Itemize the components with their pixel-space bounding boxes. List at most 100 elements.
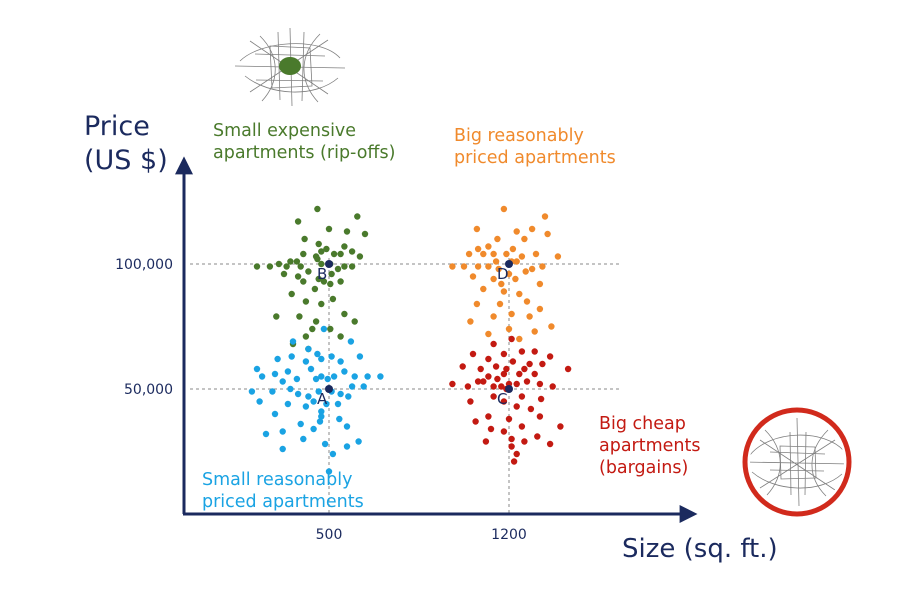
point-d xyxy=(500,205,508,213)
point-d xyxy=(509,245,517,253)
cluster-centers: B D A C xyxy=(317,260,513,408)
label-line: (bargains) xyxy=(599,458,689,478)
label-small-reasonably-priced: Small reasonably priced apartments xyxy=(202,469,364,513)
label-small-expensive: Small expensive apartments (rip-offs) xyxy=(213,120,395,164)
point-a xyxy=(330,373,338,380)
point-b xyxy=(334,265,342,273)
point-c xyxy=(518,393,526,400)
point-c xyxy=(516,370,523,378)
point-d xyxy=(523,298,531,305)
point-b xyxy=(337,278,344,285)
point-a xyxy=(337,390,344,398)
point-c xyxy=(534,433,541,440)
point-b xyxy=(283,263,290,270)
point-d xyxy=(465,250,473,258)
point-a xyxy=(284,368,292,375)
point-a xyxy=(341,368,348,375)
point-a xyxy=(307,365,315,373)
point-a xyxy=(360,383,367,390)
label-line: Big cheap xyxy=(599,414,686,434)
point-b xyxy=(330,250,338,258)
point-c xyxy=(521,365,528,373)
point-a xyxy=(364,373,371,380)
point-b xyxy=(309,325,316,333)
label-line: apartments (rip-offs) xyxy=(213,143,396,163)
point-a xyxy=(253,365,261,373)
point-d xyxy=(449,263,456,270)
y-axis-label-line-1: Price xyxy=(84,111,150,142)
point-c xyxy=(464,383,472,390)
point-a xyxy=(256,398,263,405)
point-b xyxy=(266,263,274,270)
center-b xyxy=(325,260,333,268)
point-a xyxy=(310,425,317,433)
point-b xyxy=(293,258,301,265)
point-a xyxy=(310,398,317,405)
x-tick-labels: 500 1200 xyxy=(316,527,527,543)
city-map-icon xyxy=(234,27,346,107)
point-a xyxy=(351,373,358,380)
point-a xyxy=(318,355,325,363)
point-d xyxy=(541,213,549,220)
point-b xyxy=(287,258,294,265)
point-d xyxy=(516,290,523,298)
label-big-cheap: Big cheap apartments (bargains) xyxy=(599,413,701,479)
point-b xyxy=(305,268,312,275)
point-d xyxy=(490,250,497,258)
label-big-reasonably-priced: Big reasonably priced apartments xyxy=(454,125,616,169)
point-c xyxy=(513,380,520,388)
point-a xyxy=(288,353,295,360)
point-c xyxy=(467,398,474,405)
point-a xyxy=(269,388,276,395)
point-c xyxy=(531,370,538,378)
point-b xyxy=(337,333,344,340)
point-c xyxy=(474,378,482,385)
point-b xyxy=(294,218,302,225)
point-d xyxy=(526,313,533,320)
point-d xyxy=(498,280,505,288)
point-c xyxy=(549,383,556,390)
point-c xyxy=(472,418,479,425)
point-d xyxy=(536,280,544,288)
point-c xyxy=(518,348,526,355)
point-b xyxy=(328,270,335,278)
point-b xyxy=(280,270,288,278)
point-b xyxy=(311,285,319,293)
point-d xyxy=(554,253,562,260)
x-axis-label: Size (sq. ft.) xyxy=(622,534,778,564)
point-a xyxy=(377,373,384,380)
point-b xyxy=(302,298,310,305)
point-a xyxy=(271,410,279,418)
point-d xyxy=(548,323,555,330)
point-d xyxy=(480,285,487,293)
data-points xyxy=(248,205,572,475)
point-c xyxy=(500,398,508,405)
point-a xyxy=(271,370,279,378)
point-c xyxy=(503,365,510,373)
point-a xyxy=(258,373,266,380)
point-b xyxy=(323,245,330,253)
point-a xyxy=(320,325,328,333)
point-c xyxy=(536,380,544,388)
point-c xyxy=(500,370,508,378)
point-d xyxy=(505,325,513,333)
point-c xyxy=(469,350,477,358)
point-b xyxy=(314,255,321,263)
point-b xyxy=(320,278,328,285)
point-d xyxy=(518,253,526,260)
point-d xyxy=(490,313,497,320)
point-a xyxy=(329,450,337,458)
point-d xyxy=(485,330,492,338)
point-c xyxy=(513,403,520,410)
center-letter-c: C xyxy=(497,390,507,408)
point-c xyxy=(546,440,554,448)
point-c xyxy=(459,363,466,370)
point-b xyxy=(315,240,322,248)
point-a xyxy=(248,388,256,395)
point-d xyxy=(513,258,520,265)
center-letter-b: B xyxy=(317,265,327,283)
point-a xyxy=(302,358,310,365)
point-b xyxy=(361,230,369,238)
y-tick-labels: 50,000 100,000 xyxy=(115,257,173,398)
point-a xyxy=(262,430,270,438)
